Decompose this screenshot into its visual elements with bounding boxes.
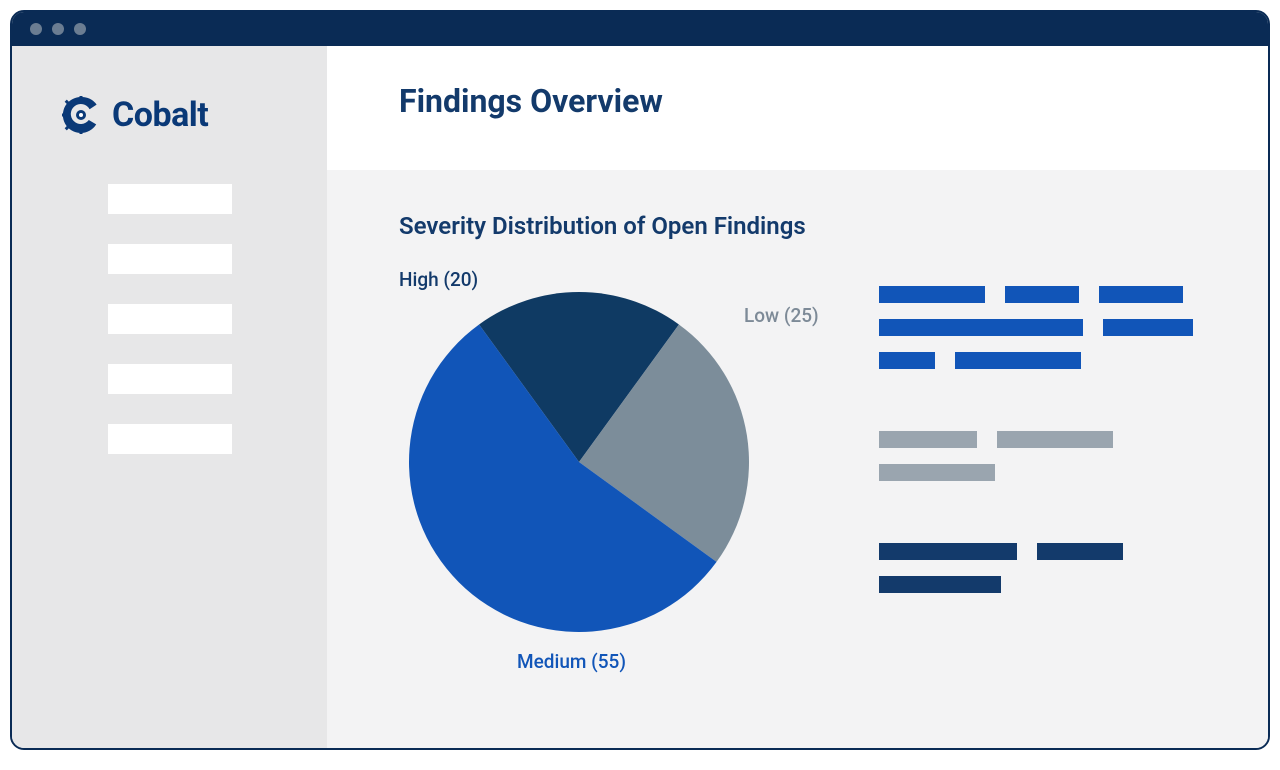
pie-chart-column: High (20)Low (25)Medium (55) xyxy=(399,268,799,632)
app-window: Cobalt Findings Overview Severity Distri… xyxy=(10,10,1270,750)
window-titlebar xyxy=(12,12,1268,46)
placeholder-bars-grey xyxy=(879,431,1208,481)
sidebar-item[interactable] xyxy=(108,184,232,214)
placeholder-bar xyxy=(879,319,1083,336)
placeholder-bar xyxy=(879,286,985,303)
brand-logo: Cobalt xyxy=(60,94,295,136)
section-title: Severity Distribution of Open Findings xyxy=(399,212,1208,240)
pie-slice-label: High (20) xyxy=(399,268,478,291)
sidebar-nav xyxy=(108,184,295,454)
placeholder-bar xyxy=(879,352,935,369)
placeholder-bar xyxy=(1037,543,1123,560)
app-body: Cobalt Findings Overview Severity Distri… xyxy=(12,46,1268,748)
sidebar-item[interactable] xyxy=(108,364,232,394)
side-column xyxy=(879,268,1208,655)
placeholder-bar xyxy=(879,543,1017,560)
placeholder-bar xyxy=(997,431,1113,448)
page-title: Findings Overview xyxy=(399,82,1268,120)
placeholder-bar xyxy=(879,576,1001,593)
placeholder-bar xyxy=(1005,286,1079,303)
placeholder-bars-blue xyxy=(879,286,1208,369)
pie-chart xyxy=(409,292,749,632)
pie-slice-label: Low (25) xyxy=(744,304,819,327)
placeholder-bar xyxy=(955,352,1081,369)
placeholder-bar xyxy=(1103,319,1193,336)
placeholder-bar xyxy=(879,431,977,448)
sidebar-item[interactable] xyxy=(108,424,232,454)
sidebar-item[interactable] xyxy=(108,304,232,334)
placeholder-bar xyxy=(1099,286,1183,303)
window-dot xyxy=(52,23,64,35)
placeholder-bar xyxy=(879,464,995,481)
content: Severity Distribution of Open Findings H… xyxy=(327,170,1268,655)
sidebar: Cobalt xyxy=(12,46,327,748)
window-dot xyxy=(74,23,86,35)
cobalt-logo-icon xyxy=(60,94,102,136)
window-dot xyxy=(30,23,42,35)
content-row: High (20)Low (25)Medium (55) xyxy=(399,268,1208,655)
main-area: Findings Overview Severity Distribution … xyxy=(327,46,1268,748)
brand-name: Cobalt xyxy=(112,95,208,135)
page-header: Findings Overview xyxy=(327,46,1268,170)
placeholder-bars-dark xyxy=(879,543,1208,593)
sidebar-item[interactable] xyxy=(108,244,232,274)
pie-slice-label: Medium (55) xyxy=(517,650,626,673)
